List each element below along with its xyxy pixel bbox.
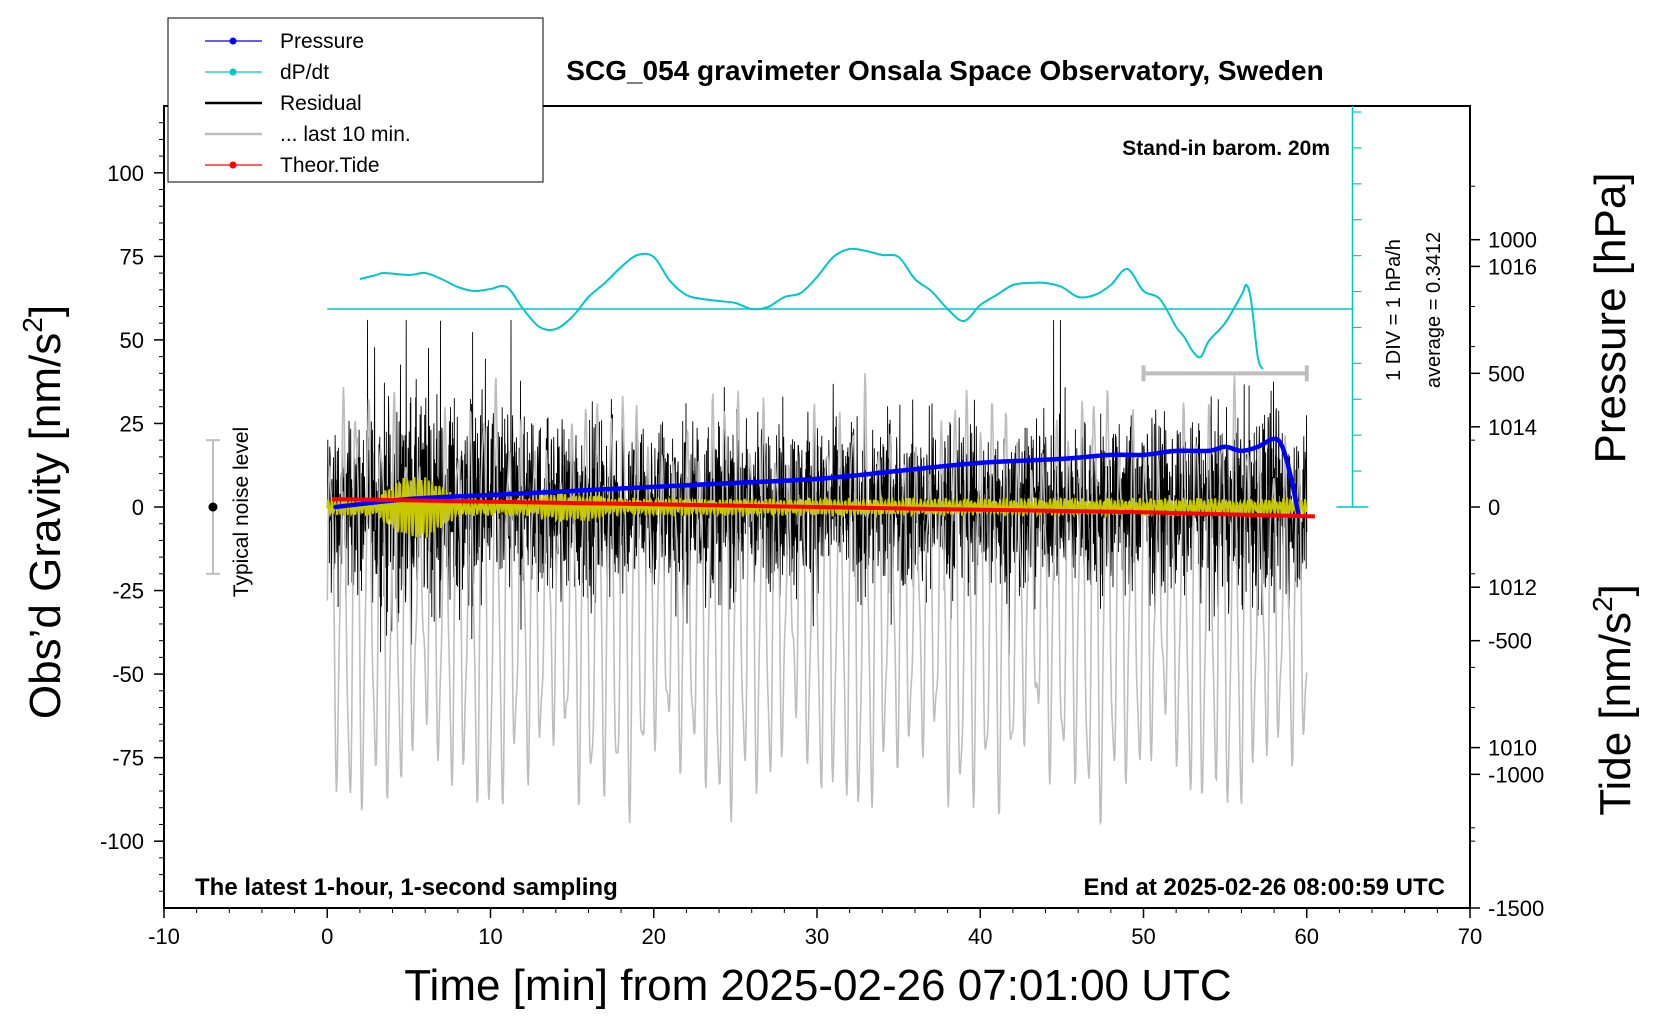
x-tick-label: 40: [968, 924, 992, 949]
noise-bar-center-dot: [208, 502, 218, 512]
legend-swatch-marker: [229, 161, 237, 169]
barometer-note: Stand-in barom. 20m: [1122, 137, 1330, 160]
pressure-series-line: [333, 436, 1301, 518]
left-y-tick-label: -100: [100, 829, 144, 854]
filtered-series-line: [326, 477, 1308, 538]
left-axis-label-end: ]: [21, 305, 70, 317]
last10-series-line: [326, 373, 1308, 826]
x-tick-label: -10: [148, 924, 180, 949]
x-tick-label: 50: [1131, 924, 1155, 949]
pressure-tick-label: 1010: [1488, 736, 1537, 761]
noise-label: Typical noise level: [230, 427, 253, 597]
average-label: average = 0.3412: [1423, 232, 1445, 388]
x-tick-label: 0: [321, 924, 333, 949]
tide-tick-label: -500: [1488, 629, 1532, 654]
tide-tick-label: 500: [1488, 361, 1525, 386]
div-label: 1 DIV = 1 hPa/h: [1383, 239, 1405, 381]
dpdt-series-line: [359, 247, 1264, 370]
x-tick-label: 30: [805, 924, 829, 949]
tide-series-line: [332, 497, 1315, 519]
pressure-tick-label: 1012: [1488, 575, 1537, 600]
chart-title: SCG_054 gravimeter Onsala Space Observat…: [566, 55, 1323, 86]
left-y-tick-label: 75: [120, 244, 144, 269]
left-y-tick-label: -75: [112, 746, 144, 771]
x-axis-label: Time [min] from 2025-02-26 07:01:00 UTC: [404, 961, 1231, 1010]
left-y-tick-label: 100: [107, 161, 144, 186]
left-axis-label: Obs’d Gravity [nm/s2]: [17, 305, 70, 719]
legend-entry-label: Residual: [280, 92, 362, 115]
left-y-tick-label: 50: [120, 328, 144, 353]
left-axis-label-main: Obs’d Gravity [nm/s: [21, 333, 70, 719]
tide-axis-label-end: ]: [1591, 584, 1640, 596]
bottom-left-note: The latest 1-hour, 1-second sampling: [195, 874, 618, 901]
left-y-tick-label: 0: [132, 495, 144, 520]
x-tick-label: 10: [478, 924, 502, 949]
legend-swatch-marker: [229, 68, 237, 76]
left-y-tick-label: -25: [112, 579, 144, 604]
legend-box: [167, 17, 544, 183]
left-y-tick-label: -50: [112, 662, 144, 687]
pressure-axis-label: Pressure [hPa]: [1586, 172, 1635, 463]
tide-axis-label-main: Tide [nm/s: [1591, 612, 1640, 816]
tide-axis-label-sup: 2: [1587, 596, 1618, 612]
plot-content: [205, 247, 1353, 826]
tide-tick-label: -1500: [1488, 896, 1544, 921]
legend: Pressure dP/dt Residual ... last 10 min. The…: [167, 17, 544, 183]
tide-axis-label: Tide [nm/s2]: [1587, 584, 1640, 816]
bottom-right-note: End at 2025-02-26 08:00:59 UTC: [1084, 874, 1446, 901]
axes: -10 0 10 20 30 40 50 60 701007550250-25-50-75-10…: [100, 106, 1544, 949]
pressure-tick-label: 1014: [1488, 415, 1537, 440]
x-tick-label: 60: [1295, 924, 1319, 949]
legend-entry-label: ... last 10 min.: [280, 123, 411, 146]
pressure-tick-label: 1016: [1488, 254, 1537, 279]
tide-tick-label: 0: [1488, 495, 1500, 520]
tide-tick-label: 1000: [1488, 228, 1537, 253]
left-axis-label-sup: 2: [17, 317, 48, 333]
legend-swatch-marker: [229, 37, 237, 45]
tide-tick-label: -1000: [1488, 762, 1544, 787]
left-y-tick-label: 25: [120, 411, 144, 436]
x-tick-label: 20: [642, 924, 666, 949]
legend-entry-label: Theor.Tide: [280, 154, 380, 177]
x-tick-label: 70: [1458, 924, 1482, 949]
legend-entry-label: dP/dt: [280, 61, 329, 84]
legend-entry-label: Pressure: [280, 30, 364, 53]
